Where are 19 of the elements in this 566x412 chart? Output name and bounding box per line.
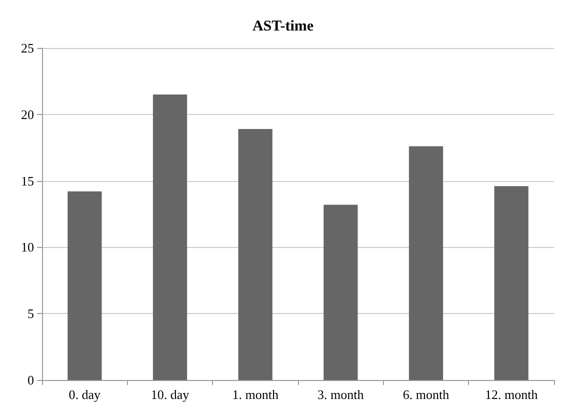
chart-title: AST-time (252, 18, 314, 34)
y-tick-label: 25 (21, 40, 34, 56)
bar (68, 191, 102, 380)
y-tick-label: 10 (21, 240, 34, 255)
bar (238, 129, 272, 380)
y-tick-label: 20 (21, 106, 34, 122)
x-tick-label: 3. month (318, 387, 364, 402)
y-tick-label: 5 (28, 306, 34, 322)
bar (152, 94, 188, 380)
bar (494, 186, 528, 380)
x-tick-label: 10. day (150, 387, 190, 402)
bar (408, 146, 444, 380)
x-tick-label: 0. day (68, 387, 102, 402)
bar (324, 204, 358, 380)
y-tick-label: 15 (21, 173, 34, 188)
x-tick-label: 12. month (484, 387, 538, 402)
y-tick-label: 0 (28, 372, 34, 388)
x-tick-label: 6. month (402, 387, 450, 402)
x-tick-label: 1. month (232, 387, 279, 402)
